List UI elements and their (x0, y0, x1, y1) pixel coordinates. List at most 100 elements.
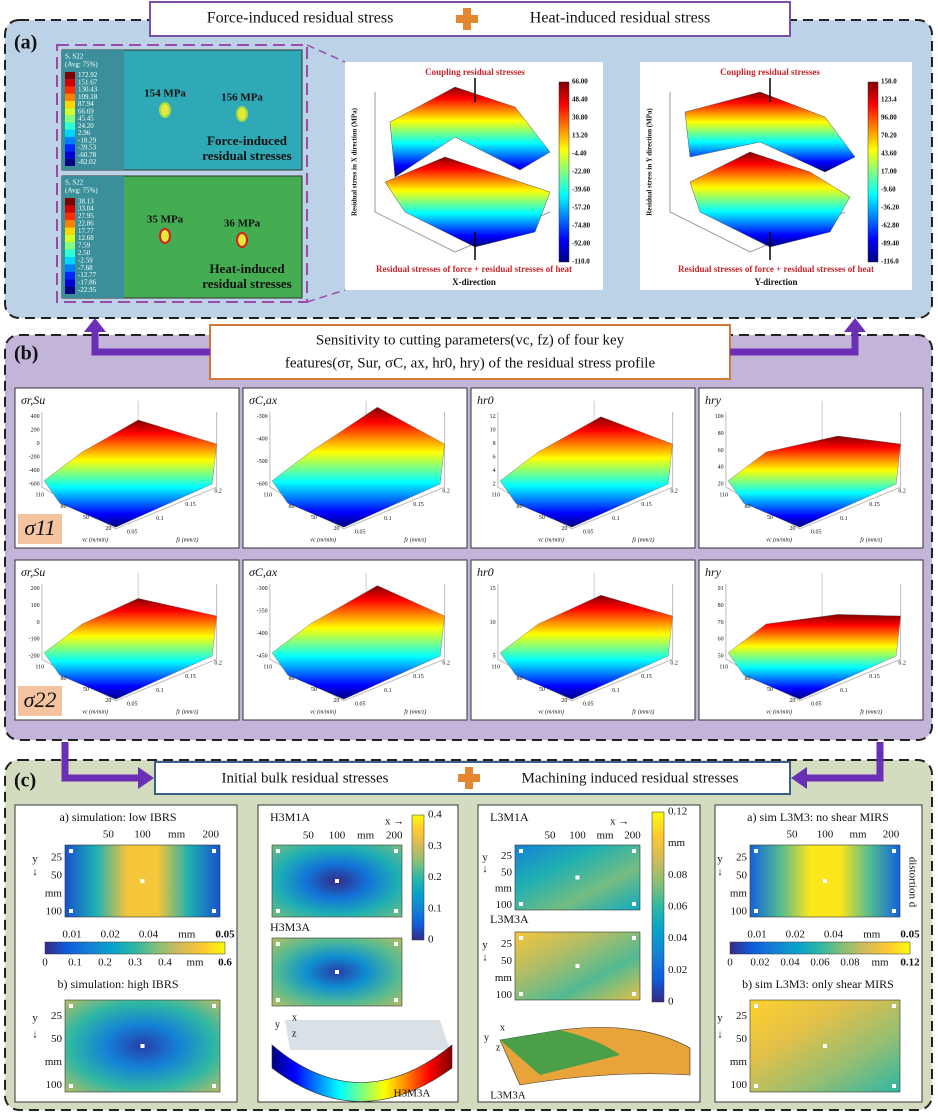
peak-spot (159, 228, 171, 244)
legend-swatch (65, 212, 75, 221)
axis-label: y (32, 1012, 38, 1024)
legend-swatch (65, 220, 75, 228)
label: -22.95 (78, 286, 97, 294)
tick-label: 200 (624, 830, 641, 842)
tick-label: 0.1 (156, 688, 164, 694)
label: 35 MPa (147, 214, 184, 226)
map (271, 937, 403, 1007)
zoom-lines (306, 44, 346, 303)
legend-swatch (65, 205, 75, 213)
axis-frame (497, 584, 674, 702)
plot-title: hr0 (477, 393, 494, 407)
axis-label: x → (610, 816, 629, 828)
marker (140, 879, 145, 883)
tick-label: 80 (517, 676, 523, 682)
tick-label: 5 (493, 653, 496, 659)
legend-swatch (65, 234, 75, 243)
tick-label: -600 (257, 481, 268, 487)
label: -82.02 (78, 158, 97, 166)
tick-label: 0 (37, 620, 40, 626)
tick-label: mm (45, 1056, 63, 1068)
axis-frame (41, 584, 218, 702)
label: -60.78 (78, 151, 97, 159)
colorbar-label: 0.01 (747, 929, 766, 941)
tick-label: 8 (493, 441, 496, 447)
label: 12.68 (78, 234, 94, 242)
label: 45.45 (78, 115, 94, 123)
tick-label: 0.15 (641, 674, 652, 680)
colorbar-label: 0.04 (824, 929, 844, 941)
row-label: σ22 (24, 687, 57, 712)
colorbar-label: 30.80 (572, 114, 588, 122)
tick-label: -200 (29, 454, 40, 460)
tick-label: -450 (257, 653, 268, 659)
banner-left: Initial bulk residual stresses (221, 770, 388, 786)
marker (754, 849, 758, 853)
tick-label: 80 (718, 431, 724, 437)
axis-label: y (717, 1012, 723, 1024)
tick-label: 70 (718, 620, 724, 626)
axis-label: vc (m/min) (538, 708, 564, 715)
marker (276, 998, 280, 1002)
tick-label: 20 (789, 698, 795, 704)
panel-label: (a) (14, 32, 37, 54)
legend-swatch (65, 271, 75, 280)
tick-label: 20 (561, 698, 567, 704)
axis-label: vc (m/min) (82, 536, 108, 543)
colorbar-label: 0 (428, 934, 434, 946)
legend-swatch (65, 151, 75, 159)
tick-label: -200 (29, 653, 40, 659)
tick-label: mm (596, 830, 614, 842)
legend-swatch (65, 279, 75, 287)
colorbar-label: 0.1 (428, 902, 442, 914)
colorbar-label: 0.08 (668, 869, 688, 881)
colorbar-label: mm (863, 929, 881, 941)
row-label-box (18, 686, 62, 716)
colorbar (651, 811, 665, 1003)
tick-label: 80 (517, 504, 523, 510)
tick-label: 0.15 (413, 674, 424, 680)
tick-label: 50 (51, 869, 63, 881)
marker (519, 902, 523, 906)
colorbar-label: 0.04 (780, 957, 800, 969)
colorbar (44, 941, 226, 955)
marker (632, 936, 636, 940)
colorbar-label: -57.20 (572, 204, 591, 212)
marker (754, 909, 758, 913)
marker (754, 1004, 758, 1008)
tick-label: 20 (718, 481, 724, 487)
axis-frame (725, 584, 902, 702)
axis-label: z (496, 1042, 501, 1053)
axis-label: fz (mm/z) (860, 708, 882, 715)
tick-label: 0.1 (156, 516, 164, 522)
tick-label: 200 (31, 586, 40, 592)
tick-label: 80 (745, 504, 751, 510)
axis-label: Y-direction (754, 277, 797, 287)
label: 151.67 (78, 78, 98, 86)
colorbar-label: -116.0 (881, 258, 899, 266)
legend-swatch (65, 158, 75, 166)
legend-swatch (65, 137, 75, 145)
marker (519, 849, 523, 853)
colorbar-label: 0 (668, 996, 674, 1008)
flow-arrows (61, 330, 884, 782)
tick-label: 2 (493, 481, 496, 487)
label: Heat-induced (209, 261, 285, 276)
axis-label: vc (m/min) (766, 708, 792, 715)
legend-swatch (65, 79, 75, 87)
label: (Avg: 75%) (65, 61, 98, 69)
tick-label: 100 (731, 905, 748, 917)
tick-label: 0.05 (811, 701, 822, 707)
tick-label: 0.15 (413, 502, 424, 508)
legend-swatch (65, 115, 75, 123)
tick-label: 50 (501, 955, 513, 967)
colorbar-label: 0.04 (668, 932, 688, 944)
tick-label: 50 (501, 866, 513, 878)
tick-label: 12 (490, 414, 496, 420)
axis-label: y (275, 1019, 280, 1030)
arrow-heads (84, 318, 866, 789)
marker (69, 849, 73, 853)
tick-label: 400 (31, 414, 40, 420)
plot-title: σC,ax (249, 393, 278, 407)
